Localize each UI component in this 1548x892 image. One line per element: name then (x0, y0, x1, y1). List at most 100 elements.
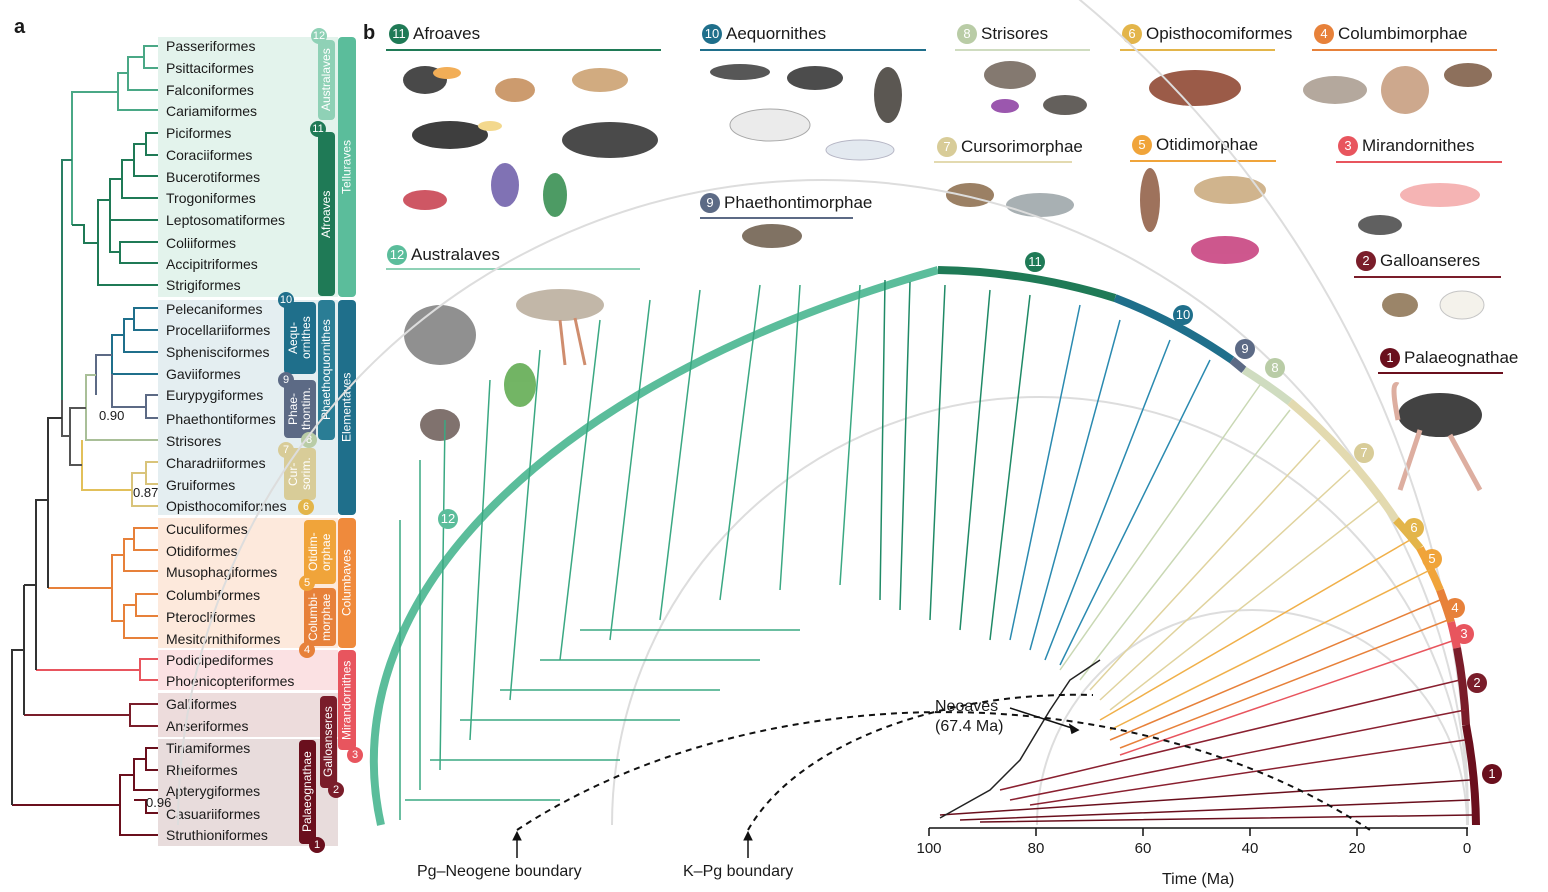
wren-illustration (420, 409, 460, 441)
order-label: Procellariiformes (166, 322, 271, 338)
group-heading-strisores: 8 Strisores (957, 24, 1048, 44)
k-pg-boundary-arc (747, 693, 1094, 831)
group-name: Phaethontimorphae (724, 193, 873, 212)
clade-arc-aequornithes (1113, 294, 1235, 364)
order-label: Falconiformes (166, 82, 254, 98)
group-underline (700, 217, 853, 219)
neoaves-age-label: (67.4 Ma) (935, 718, 1004, 735)
support-value: 0.90 (99, 408, 125, 423)
clade-number-badge: 12 (311, 28, 327, 44)
group-number: 1 (1380, 348, 1400, 368)
time-ring (177, 179, 1469, 826)
axis-tick-label: 20 (1348, 840, 1366, 857)
order-label: Rheiformes (166, 762, 238, 778)
group-heading-afroaves: 11 Afroaves (389, 24, 480, 44)
ostrich-illustration (1398, 393, 1482, 437)
clade-number-badge: 3 (347, 747, 363, 763)
neoaves-label: Neoaves (935, 698, 999, 715)
arc-number-badge: 5 (1422, 549, 1442, 569)
order-label: Musophagiformes (166, 564, 278, 580)
clade-number-badge: 9 (278, 372, 294, 388)
group-number: 3 (1338, 136, 1358, 156)
time-ring (1078, 0, 1469, 826)
order-label: Psittaciformes (166, 60, 254, 76)
clade-number-badge: 4 (299, 642, 315, 658)
arc-number-badge: 6 (1404, 518, 1424, 538)
group-number: 9 (700, 193, 720, 213)
group-number: 2 (1356, 251, 1376, 271)
group-heading-aequornithes: 10 Aequornithes (702, 24, 826, 44)
group-heading-mirandornithes: 3 Mirandornithes (1338, 136, 1474, 156)
order-label: Casuariiformes (166, 806, 261, 822)
owl-illustration (572, 68, 628, 92)
group-number: 5 (1132, 135, 1152, 155)
cuckoo-illustration (1140, 168, 1160, 232)
axis-tick-label: 80 (1027, 840, 1045, 857)
order-label: Galliformes (166, 696, 237, 712)
axis-tick-label: 60 (1134, 840, 1152, 857)
order-label: Gaviiformes (166, 366, 241, 382)
clade-number-badge: 11 (310, 121, 326, 137)
group-name: Strisores (981, 24, 1049, 43)
seriema-illustration (516, 289, 604, 321)
time-axis-title: Time (Ma) (1162, 871, 1235, 888)
order-label: Pterocliformes (166, 609, 256, 625)
group-underline (386, 49, 661, 51)
group-name: Australaves (411, 245, 500, 264)
group-underline (1120, 49, 1275, 51)
group-underline (1130, 160, 1276, 162)
group-number: 8 (957, 24, 977, 44)
clade-number-badge: 8 (301, 432, 317, 448)
clade-number-badge: 10 (278, 292, 294, 308)
clade-arc-afroaves (937, 266, 1117, 302)
k-pg-boundary-label: K–Pg boundary (683, 863, 794, 880)
order-label: Opisthocomiformes (166, 498, 287, 514)
flamingo-illustration (1400, 183, 1480, 207)
arc-number-badge: 9 (1235, 339, 1255, 359)
order-label: Eurypygiformes (166, 387, 264, 403)
clade-number-badge: 5 (299, 575, 315, 591)
group-name: Galloanseres (1380, 251, 1481, 270)
quail-illustration (1382, 293, 1418, 317)
duck-illustration (1439, 290, 1485, 320)
arc-number-badge: 7 (1354, 443, 1374, 463)
panel-a-letter: a (14, 16, 26, 38)
order-label: Strigiformes (166, 277, 241, 293)
penguin-illustration (787, 66, 843, 90)
group-underline (386, 268, 640, 270)
order-label: Cariamiformes (166, 103, 258, 119)
hoatzin-illustration (1149, 70, 1241, 106)
group-heading-palaeognathae: 1 Palaeognathae (1380, 348, 1518, 368)
order-label: Coraciiformes (166, 147, 253, 163)
order-label: Podicipediformes (166, 652, 274, 668)
order-label: Apterygiformes (166, 783, 261, 799)
group-heading-columbimorphae: 4 Columbimorphae (1314, 24, 1467, 44)
arc-number-badge: 8 (1265, 358, 1285, 378)
group-underline (1336, 161, 1502, 163)
order-label: Columbiformes (166, 587, 261, 603)
order-label: Mesitornithiformes (166, 631, 281, 647)
group-number: 6 (1122, 24, 1142, 44)
order-label: Accipitriformes (166, 256, 258, 272)
axis-tick-label: 0 (1462, 840, 1472, 857)
order-label: Sphenisciformes (166, 344, 270, 360)
order-label: Tinamiformes (166, 740, 251, 756)
clade-number-badge: 2 (328, 782, 344, 798)
group-name: Mirandornithes (1362, 136, 1475, 155)
clade-number-badge: 7 (278, 442, 294, 458)
clade-number-badge: 6 (298, 499, 314, 515)
clade-arc-phaethontim (1229, 356, 1247, 374)
arc-number-badge: 3 (1454, 624, 1474, 644)
order-label: Passeriformes (166, 38, 256, 54)
panel-b-letter: b (363, 22, 376, 44)
time-ring (1036, 609, 1468, 826)
pelican-illustration (729, 108, 811, 142)
neoaves-arrow (1009, 707, 1079, 731)
group-number: 12 (387, 245, 407, 265)
order-label: Bucerotiformes (166, 169, 261, 185)
group-heading-australaves: 12 Australaves (387, 245, 500, 265)
vulture-illustration (562, 122, 658, 158)
time-ring (611, 396, 1469, 826)
